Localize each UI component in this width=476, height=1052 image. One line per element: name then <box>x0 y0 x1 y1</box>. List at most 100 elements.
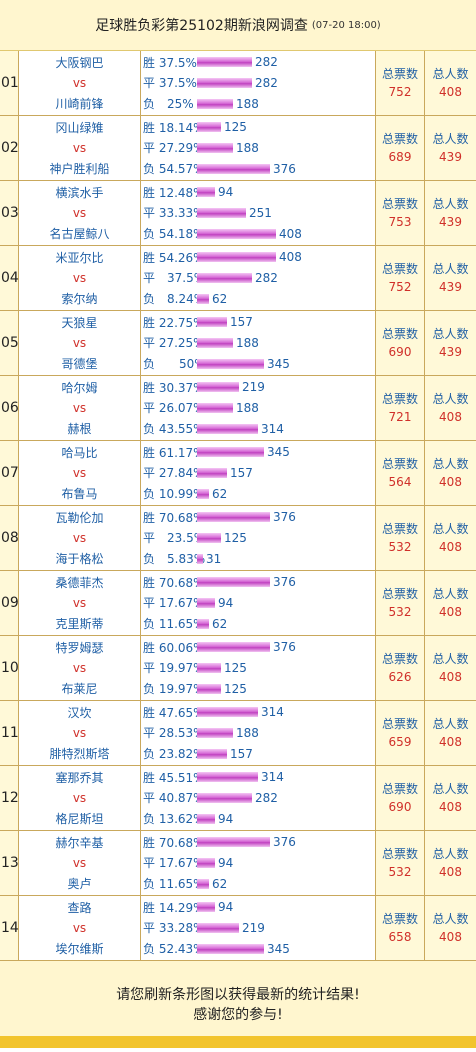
vote-percent: 胜 22.75% <box>143 315 205 330</box>
away-team[interactable]: 名古屋鲸八 <box>49 226 110 241</box>
vote-option: 负 43.55% 314 <box>143 420 375 438</box>
vote-option: 平 23.5% 125 <box>143 529 375 547</box>
total-votes-label: 总票数 <box>381 197 418 211</box>
vote-bar <box>197 813 215 824</box>
vote-percent: 胜 60.06% <box>143 640 205 655</box>
match-row: 02 冈山绿雉 vs 神户胜利船 胜 18.14% 125 平 27.29% 188 负 54.… <box>0 116 476 181</box>
away-team[interactable]: 哥德堡 <box>61 356 98 371</box>
match-row: 09 桑德菲杰 vs 克里斯蒂 胜 70.68% 376 平 17.67% 94 负 11.65… <box>0 571 476 636</box>
total-people-value: 408 <box>439 800 462 814</box>
vote-percent: 平 40.87% <box>143 791 205 806</box>
total-votes-label: 总票数 <box>381 67 418 81</box>
home-team[interactable]: 大阪钢巴 <box>55 56 104 71</box>
vote-bar <box>197 662 221 673</box>
vote-count: 282 <box>255 790 278 805</box>
home-team[interactable]: 查路 <box>67 901 92 916</box>
vote-bar <box>197 163 270 174</box>
match-row: 07 哈马比 vs 布鲁马 胜 61.17% 345 平 27.84% 157 负 10.99%… <box>0 441 476 506</box>
total-people-label: 总人数 <box>432 652 469 666</box>
vote-percent: 胜 47.65% <box>143 705 205 720</box>
vote-count: 62 <box>212 291 228 306</box>
total-people: 总人数 408 <box>425 506 476 570</box>
vote-option: 负 25% 188 <box>143 95 375 113</box>
home-team[interactable]: 冈山绿雉 <box>55 121 104 136</box>
away-team[interactable]: 奥卢 <box>67 876 92 891</box>
vote-bar <box>197 922 239 933</box>
home-team[interactable]: 米亚尔比 <box>55 251 104 266</box>
home-team[interactable]: 赫尔辛基 <box>55 836 104 851</box>
vote-bars: 胜 14.29% 94 平 33.28% 219 负 52.43% 345 <box>141 896 376 960</box>
vote-percent: 平 37.5% <box>143 76 197 91</box>
vote-option: 负 13.62% 94 <box>143 810 375 828</box>
home-team[interactable]: 横滨水手 <box>55 186 104 201</box>
vote-percent: 负 11.65% <box>143 877 205 892</box>
vote-option: 负 54.18% 408 <box>143 225 375 243</box>
away-team[interactable]: 腓特烈斯塔 <box>49 746 110 761</box>
vote-percent: 负 25% <box>143 97 194 112</box>
home-team[interactable]: 汉坎 <box>67 706 92 721</box>
away-team[interactable]: 神户胜利船 <box>49 161 110 176</box>
home-team[interactable]: 塞那乔其 <box>55 771 104 786</box>
total-people: 总人数 408 <box>425 701 476 765</box>
match-teams: 赫尔辛基 vs 奥卢 <box>19 831 141 895</box>
total-votes: 总票数 689 <box>376 116 425 180</box>
total-people: 总人数 408 <box>425 831 476 895</box>
away-team[interactable]: 克里斯蒂 <box>55 616 104 631</box>
vote-count: 94 <box>218 900 234 915</box>
vote-count: 251 <box>249 205 272 220</box>
vote-percent: 胜 37.5% <box>143 55 197 70</box>
vote-bars: 胜 61.17% 345 平 27.84% 157 负 10.99% 62 <box>141 441 376 505</box>
total-votes: 总票数 690 <box>376 311 425 375</box>
vote-option: 负 5.83% 31 <box>143 550 375 568</box>
vote-percent: 负 54.57% <box>143 162 205 177</box>
vote-count: 188 <box>236 96 259 111</box>
total-votes: 总票数 690 <box>376 766 425 830</box>
vote-bar <box>197 772 258 783</box>
vote-bar <box>197 402 233 413</box>
away-team[interactable]: 布鲁马 <box>61 486 98 501</box>
match-number: 01 <box>0 51 19 115</box>
match-teams: 塞那乔其 vs 格尼斯坦 <box>19 766 141 830</box>
vote-bars: 胜 54.26% 408 平 37.5% 282 负 8.24% 62 <box>141 246 376 310</box>
away-team[interactable]: 索尔纳 <box>61 291 98 306</box>
home-team[interactable]: 瓦勒伦加 <box>55 511 104 526</box>
vote-option: 负 23.82% 157 <box>143 745 375 763</box>
vote-percent: 负 5.83% <box>143 552 206 567</box>
vote-percent: 胜 61.17% <box>143 445 205 460</box>
match-number: 13 <box>0 831 19 895</box>
away-team[interactable]: 赫根 <box>67 421 92 436</box>
vote-count: 157 <box>230 465 253 480</box>
total-votes-label: 总票数 <box>381 652 418 666</box>
total-people-label: 总人数 <box>432 912 469 926</box>
vote-bars: 胜 12.48% 94 平 33.33% 251 负 54.18% 408 <box>141 181 376 245</box>
match-row: 13 赫尔辛基 vs 奥卢 胜 70.68% 376 平 17.67% 94 负 11.65% 6… <box>0 831 476 896</box>
vote-bar <box>197 792 252 803</box>
total-votes-value: 532 <box>388 540 412 554</box>
vote-bar <box>197 512 270 523</box>
total-people-value: 439 <box>439 280 462 294</box>
home-team[interactable]: 特罗姆瑟 <box>55 641 104 656</box>
home-team[interactable]: 哈马比 <box>61 446 98 461</box>
away-team[interactable]: 川崎前锋 <box>55 96 104 111</box>
vote-count: 94 <box>218 185 234 200</box>
total-votes: 总票数 721 <box>376 376 425 440</box>
match-teams: 大阪钢巴 vs 川崎前锋 <box>19 51 141 115</box>
vote-percent: 平 19.97% <box>143 661 205 676</box>
away-team[interactable]: 埃尔维斯 <box>55 941 104 956</box>
vote-bar <box>197 207 246 218</box>
total-votes: 总票数 532 <box>376 506 425 570</box>
vote-option: 负 54.57% 376 <box>143 160 375 178</box>
vote-bars: 胜 37.5% 282 平 37.5% 282 负 25% 188 <box>141 51 376 115</box>
away-team[interactable]: 布莱尼 <box>61 681 98 696</box>
home-team[interactable]: 哈尔姆 <box>61 381 98 396</box>
home-team[interactable]: 天狼星 <box>61 316 98 331</box>
vote-percent: 负 8.24% <box>143 292 206 307</box>
away-team[interactable]: 格尼斯坦 <box>55 811 104 826</box>
away-team[interactable]: 海于格松 <box>55 551 104 566</box>
total-people: 总人数 408 <box>425 376 476 440</box>
match-row: 06 哈尔姆 vs 赫根 胜 30.37% 219 平 26.07% 188 负 43.55% 3… <box>0 376 476 441</box>
vote-bar <box>197 943 264 954</box>
total-people: 总人数 439 <box>425 311 476 375</box>
vote-count: 282 <box>255 75 278 90</box>
home-team[interactable]: 桑德菲杰 <box>55 576 104 591</box>
